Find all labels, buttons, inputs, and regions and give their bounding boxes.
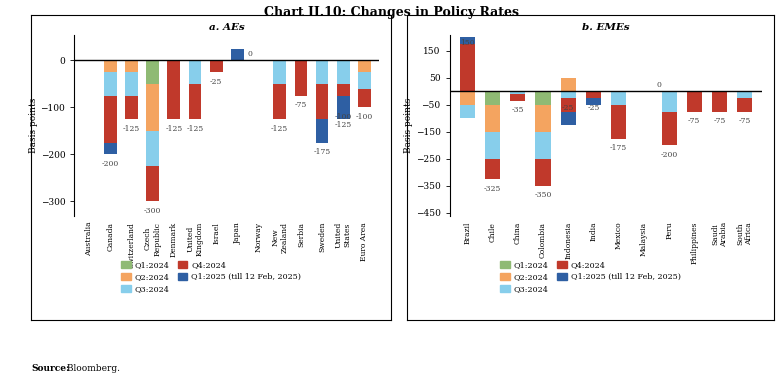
Text: -200: -200 (661, 151, 678, 159)
Bar (737, 98, 752, 112)
Bar (460, 44, 475, 91)
Text: -125: -125 (335, 121, 352, 129)
Bar (712, 91, 727, 112)
Bar (536, 91, 551, 105)
Bar (146, 166, 159, 201)
Bar (274, 60, 286, 84)
Bar (104, 72, 117, 96)
Bar (167, 60, 180, 119)
Bar (536, 132, 551, 159)
Text: -100: -100 (356, 113, 373, 121)
Bar (561, 112, 576, 125)
Bar (231, 49, 244, 60)
Bar (586, 98, 601, 105)
Bar (358, 72, 371, 89)
Text: -175: -175 (314, 148, 331, 156)
Bar (188, 60, 202, 84)
Bar (125, 96, 138, 119)
Text: -200: -200 (102, 160, 119, 168)
Bar (337, 96, 350, 119)
Text: 150: 150 (460, 39, 475, 47)
Bar (104, 96, 117, 143)
Text: -35: -35 (511, 106, 524, 114)
Bar (295, 60, 307, 96)
Bar (146, 60, 159, 84)
Legend: Q1:2024, Q2:2024, Q3:2024, Q4:2024, Q1:2025 (till 12 Feb, 2025): Q1:2024, Q2:2024, Q3:2024, Q4:2024, Q1:2… (118, 258, 304, 296)
Text: -25: -25 (210, 78, 222, 86)
Bar (611, 105, 626, 139)
Bar (485, 132, 500, 159)
Text: -100: -100 (335, 113, 352, 121)
Text: Bloomberg.: Bloomberg. (64, 365, 120, 373)
Bar (510, 91, 526, 94)
Bar (358, 89, 371, 107)
Bar (485, 91, 500, 105)
Bar (561, 98, 576, 112)
Bar (188, 84, 202, 119)
Text: -75: -75 (713, 117, 726, 125)
Text: -175: -175 (610, 144, 627, 152)
Bar (104, 143, 117, 154)
Bar (536, 105, 551, 132)
Text: -125: -125 (165, 125, 182, 133)
Bar (358, 60, 371, 72)
Bar (316, 119, 328, 143)
Bar (460, 105, 475, 118)
Legend: Q1:2024, Q2:2024, Q3:2024, Q4:2024, Q1:2025 (till 12 Feb, 2025): Q1:2024, Q2:2024, Q3:2024, Q4:2024, Q1:2… (497, 258, 683, 296)
Bar (460, 91, 475, 105)
Bar (561, 91, 576, 98)
Text: 0: 0 (248, 50, 253, 58)
Bar (337, 60, 350, 84)
Text: -75: -75 (739, 117, 751, 125)
Bar (510, 94, 526, 101)
Y-axis label: Basis points: Basis points (404, 97, 413, 153)
Bar (316, 84, 328, 119)
Text: -75: -75 (688, 117, 701, 125)
Bar (460, 37, 475, 44)
Bar (611, 91, 626, 105)
Bar (662, 112, 676, 146)
Text: Chart II.10: Changes in Policy Rates: Chart II.10: Changes in Policy Rates (264, 6, 518, 19)
Bar (662, 91, 676, 112)
Bar (485, 159, 500, 179)
Bar (316, 60, 328, 84)
Text: -350: -350 (534, 191, 551, 199)
Text: 0: 0 (657, 80, 662, 89)
Bar (737, 91, 752, 98)
Bar (210, 60, 223, 72)
Text: Source:: Source: (31, 365, 70, 373)
Text: -300: -300 (144, 207, 161, 215)
Bar (125, 72, 138, 96)
Bar (485, 105, 500, 132)
Bar (104, 60, 117, 72)
Text: -125: -125 (186, 125, 203, 133)
Bar (337, 84, 350, 96)
Title: b. EMEs: b. EMEs (583, 23, 630, 32)
Y-axis label: Basis points: Basis points (29, 97, 38, 153)
Bar (125, 60, 138, 72)
Bar (586, 91, 601, 98)
Text: -25: -25 (587, 104, 600, 112)
Text: -125: -125 (271, 125, 289, 133)
Text: -325: -325 (484, 184, 501, 192)
Title: a. AEs: a. AEs (209, 23, 245, 32)
Text: -25: -25 (562, 104, 575, 112)
Bar (561, 78, 576, 91)
Bar (274, 84, 286, 119)
Text: -125: -125 (123, 125, 140, 133)
Bar (146, 84, 159, 131)
Bar (146, 131, 159, 166)
Text: -75: -75 (295, 101, 307, 109)
Bar (687, 91, 702, 112)
Bar (536, 159, 551, 186)
